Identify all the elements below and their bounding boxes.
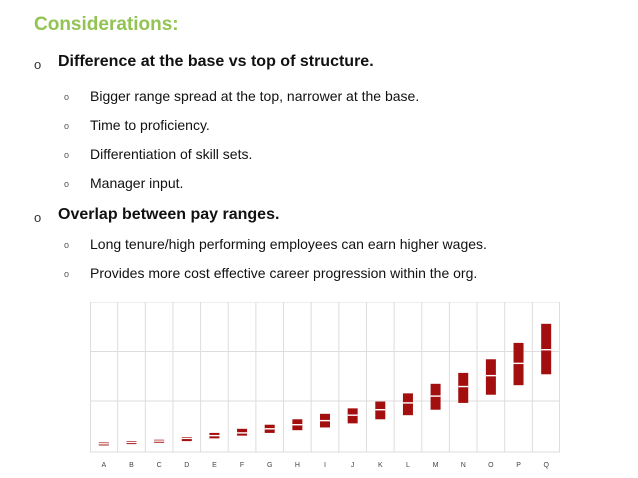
- sub-bullet-text: Provides more cost effective career prog…: [90, 265, 478, 281]
- bullet-marker: o: [64, 269, 70, 279]
- x-tick-label-h: H: [295, 462, 300, 469]
- x-tick-label-o: O: [488, 462, 494, 469]
- section-text: Overlap between pay ranges.: [58, 206, 280, 223]
- sub-bullet-text: Long tenure/high performing employees ca…: [90, 236, 487, 252]
- x-tick-label-e: E: [212, 462, 217, 469]
- sub-bullet-text: Time to proficiency.: [90, 117, 210, 133]
- pay-range-chart: A B C D E F G H I J K L M N O P Q: [90, 302, 560, 469]
- bullet-marker: o: [64, 121, 70, 131]
- x-tick-label-j: J: [351, 462, 355, 469]
- x-tick-label-k: K: [378, 462, 383, 469]
- x-tick-label-i: I: [324, 462, 326, 469]
- x-tick-label-n: N: [461, 462, 466, 469]
- x-tick-label-m: M: [433, 462, 439, 469]
- bullet-marker: o: [34, 57, 42, 72]
- x-tick-label-p: P: [516, 462, 521, 469]
- page-title: Considerations:: [34, 14, 179, 35]
- x-tick-label-a: A: [101, 462, 106, 469]
- x-tick-label-q: Q: [543, 462, 549, 469]
- bullet-marker: o: [34, 210, 42, 225]
- sub-bullet-text: Bigger range spread at the top, narrower…: [90, 88, 420, 104]
- bullet-marker: o: [64, 240, 70, 250]
- range-bar-n: [458, 372, 469, 403]
- section-text: Difference at the base vs top of structu…: [58, 53, 374, 70]
- x-tick-label-l: L: [406, 462, 410, 469]
- x-tick-label-g: G: [267, 462, 272, 469]
- x-tick-label-f: F: [240, 462, 244, 469]
- range-bar-o: [485, 359, 496, 395]
- x-tick-label-c: C: [157, 462, 162, 469]
- x-tick-label-d: D: [184, 462, 189, 469]
- sub-bullet-text: Differentiation of skill sets.: [90, 146, 253, 162]
- bullet-marker: o: [64, 92, 70, 102]
- range-bar-l: [402, 393, 413, 416]
- sub-bullet-text: Manager input.: [90, 175, 184, 191]
- x-tick-label-b: B: [129, 462, 134, 469]
- bullet-marker: o: [64, 150, 70, 160]
- bullet-marker: o: [64, 179, 70, 189]
